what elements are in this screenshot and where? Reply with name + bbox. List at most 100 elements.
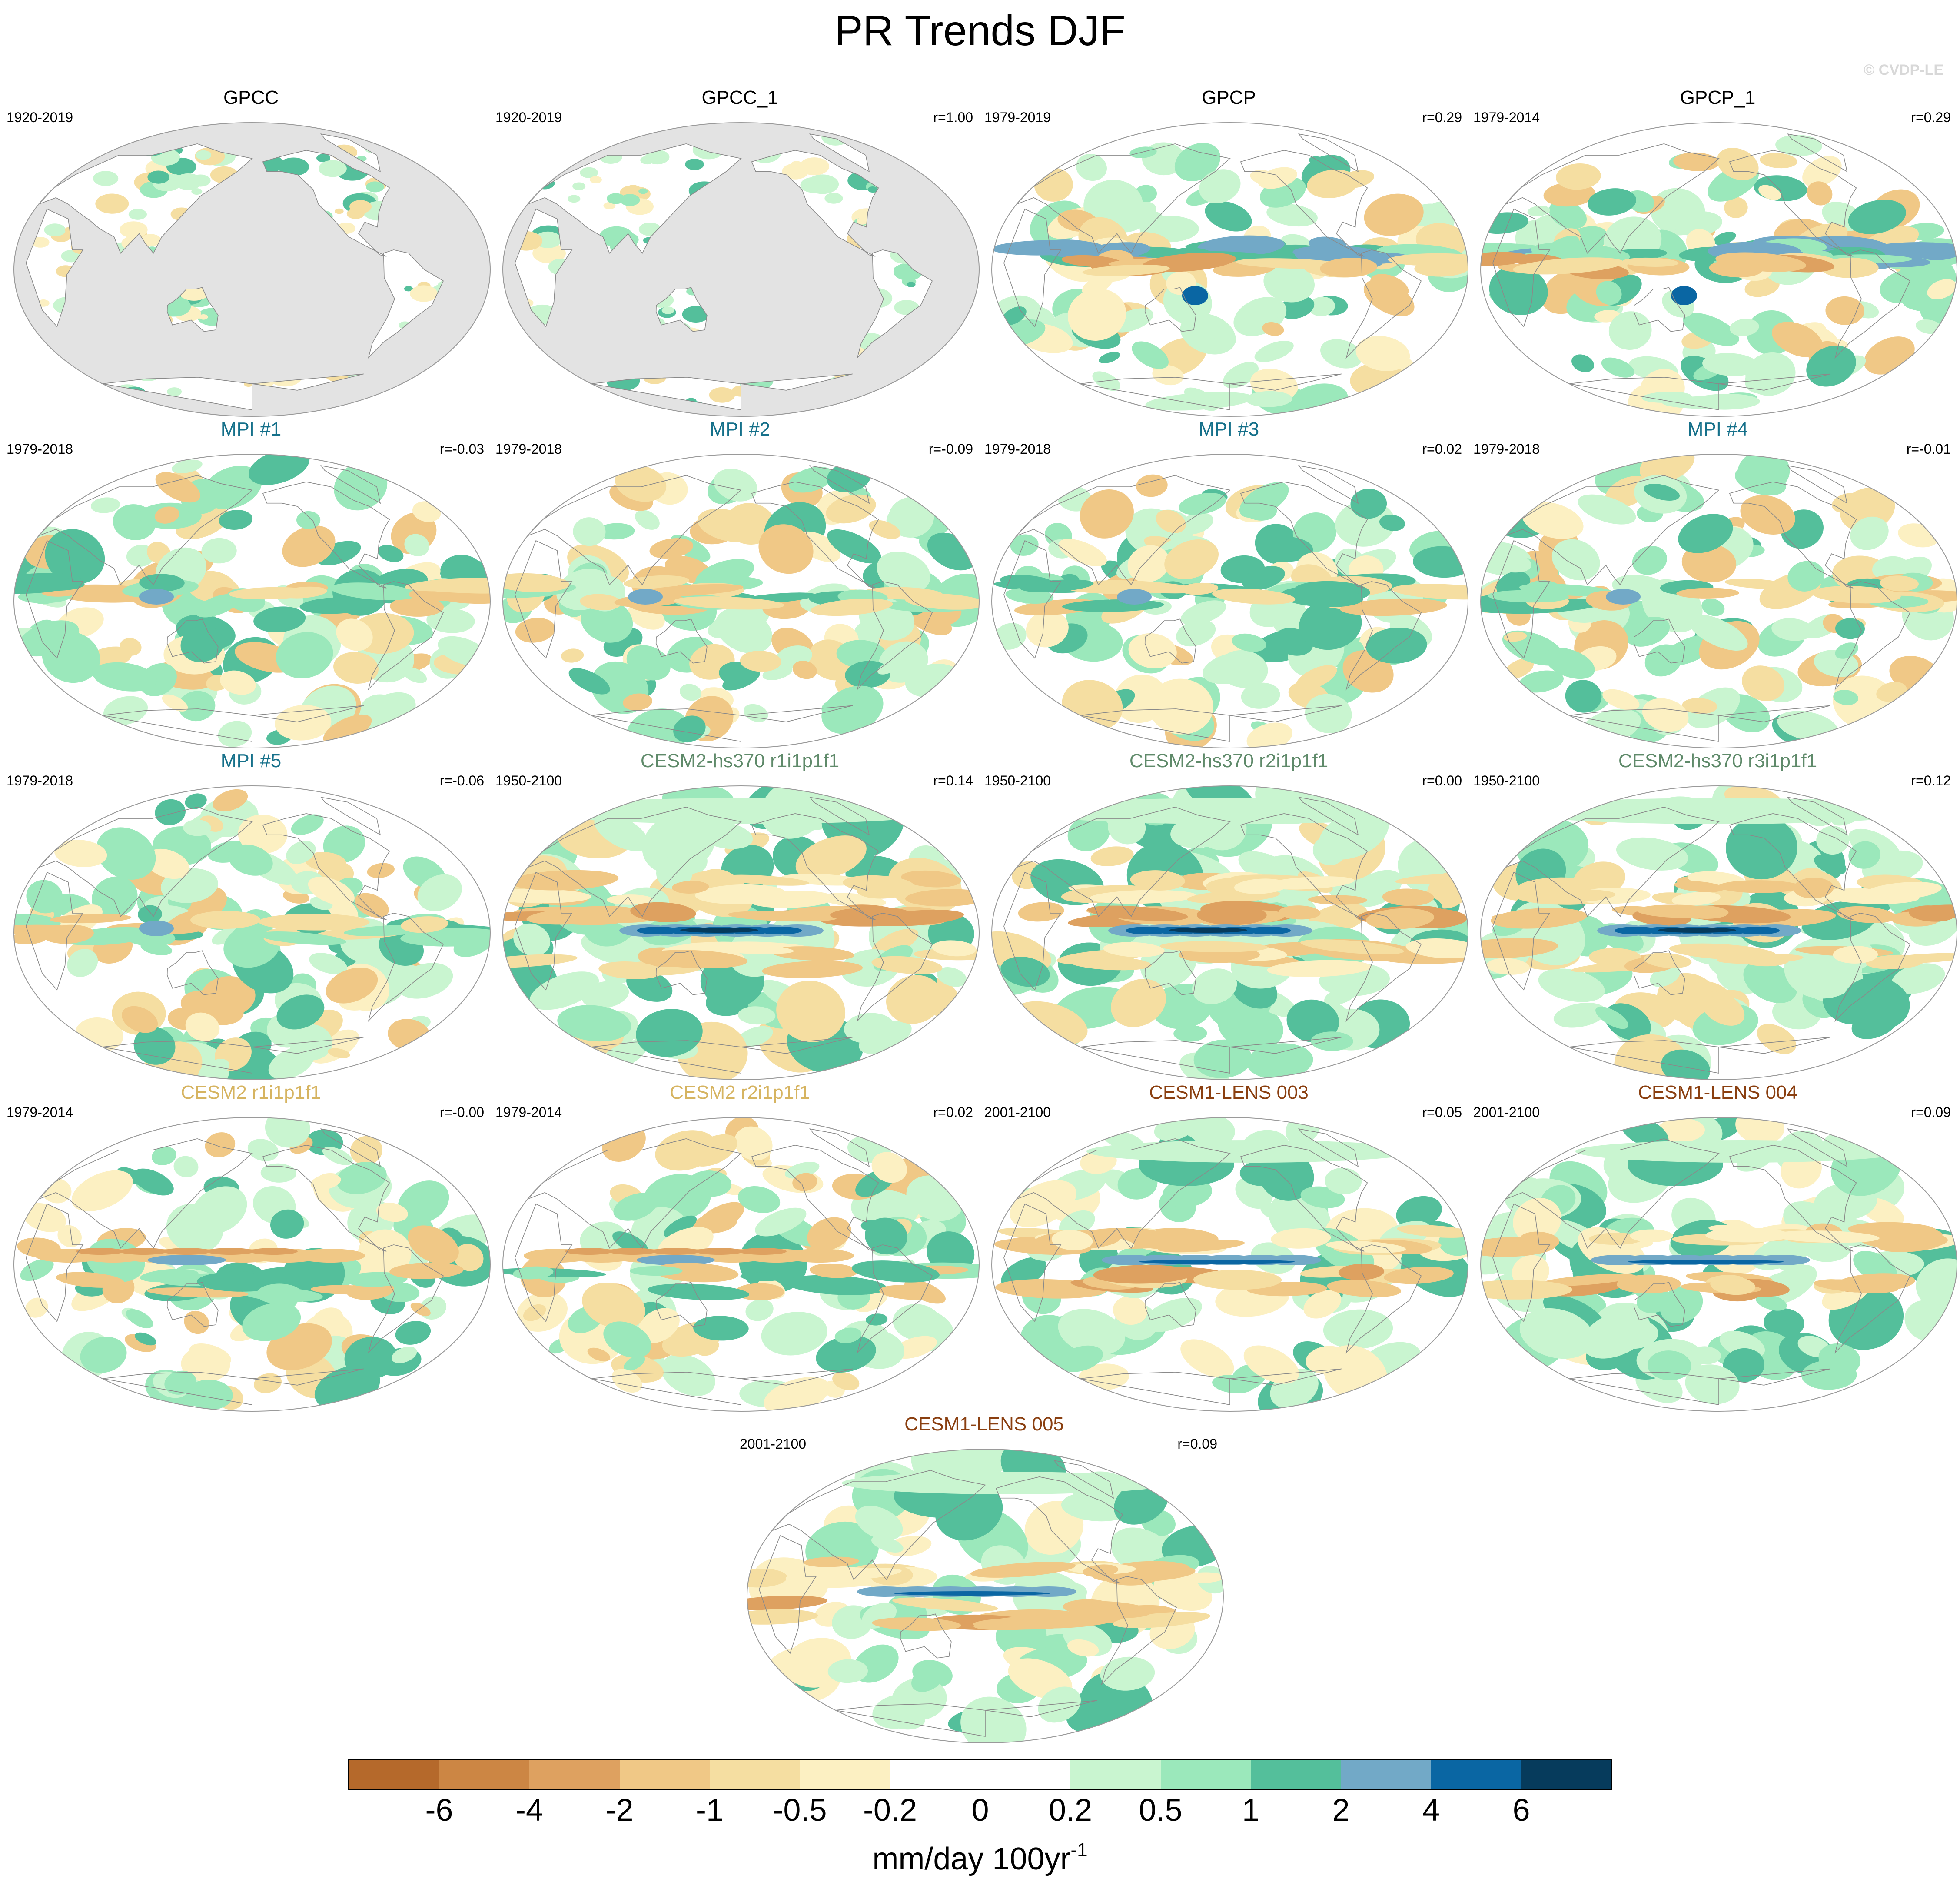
trend-blob: [1814, 854, 1847, 875]
trend-blob: [827, 1659, 868, 1683]
coastline: [262, 813, 390, 920]
trend-blob: [451, 158, 472, 170]
trend-blob: [260, 1163, 296, 1183]
trend-blob: [1630, 1229, 1673, 1242]
coastline: [655, 287, 708, 332]
trend-blob: [795, 835, 867, 880]
trend-blob: [1327, 1280, 1402, 1297]
trend-blob: [26, 134, 30, 140]
trend-blob: [525, 161, 544, 173]
coastline: [368, 913, 444, 1022]
trend-blob: [637, 927, 680, 934]
trend-blob: [1303, 1290, 1342, 1319]
panel-period: 1950-2100: [495, 773, 562, 788]
trend-blob: [664, 1215, 697, 1238]
trend-blob: [1152, 365, 1184, 386]
panel-correlation: r=-0.01: [1906, 441, 1951, 457]
map-panel: MPI #3 1979-2018 r=0.02: [984, 416, 1473, 748]
trend-blob: [155, 472, 200, 503]
trend-blob: [90, 404, 102, 410]
trend-blob: [1080, 489, 1134, 539]
map-panel: CESM1-LENS 003 2001-2100 r=0.05: [984, 1080, 1473, 1412]
coastline: [1633, 1282, 1685, 1327]
coastline: [320, 465, 381, 504]
trend-blob: [1724, 197, 1748, 218]
trend-blob: [535, 390, 561, 406]
trend-blob: [560, 398, 569, 404]
trend-blob: [366, 181, 384, 193]
coastline: [655, 950, 708, 995]
coastline: [1729, 481, 1857, 589]
trend-blob: [1513, 257, 1624, 275]
coastline: [1505, 143, 1720, 254]
trend-blob: [462, 122, 491, 132]
trend-blob: [184, 1310, 209, 1334]
coastline: [1729, 150, 1857, 257]
trend-blob: [973, 1615, 1080, 1630]
trend-blob: [1553, 1002, 1606, 1028]
trend-blob: [521, 122, 532, 129]
trend-blob: [402, 667, 427, 683]
trend-blob: [911, 1665, 944, 1692]
trend-blob: [20, 1259, 54, 1281]
coastline: [835, 1703, 986, 1737]
trend-blob: [1772, 1230, 1880, 1243]
coastline: [1345, 913, 1422, 1022]
trend-blob: [740, 1272, 783, 1281]
trend-field: [1481, 786, 1957, 1080]
trend-blob: [526, 906, 638, 925]
trend-blob: [1755, 1294, 1787, 1311]
colorbar-swatch: [1341, 1760, 1431, 1789]
coastline: [1633, 950, 1685, 995]
trend-blob: [1681, 543, 1737, 583]
coastline: [900, 1613, 952, 1659]
trend-blob: [199, 314, 208, 320]
panel-period: 1979-2018: [984, 441, 1051, 457]
coastline: [751, 1144, 879, 1252]
coastline: [1834, 913, 1911, 1022]
trend-blob: [529, 971, 599, 1010]
colorbar-swatch: [1521, 1760, 1611, 1789]
trend-blob: [1806, 346, 1856, 387]
trend-blob: [1701, 991, 1745, 1026]
trend-blob: [454, 155, 464, 161]
trend-blob: [344, 1337, 397, 1380]
panel-correlation: r=0.02: [1422, 441, 1462, 457]
trend-blob: [728, 911, 837, 922]
trend-blob: [840, 404, 864, 410]
trend-blob: [569, 395, 594, 409]
trend-blob: [20, 122, 32, 128]
coastline: [1345, 249, 1422, 359]
trend-blob: [308, 877, 355, 906]
trend-blob: [1918, 243, 1957, 260]
coastline: [741, 373, 853, 391]
trend-blob: [857, 879, 914, 899]
trend-blob: [1243, 308, 1279, 323]
trend-blob: [598, 961, 662, 979]
trend-blob: [1129, 146, 1157, 158]
coastline: [102, 1040, 252, 1074]
trend-blob: [1771, 618, 1813, 641]
trend-blob: [636, 1009, 703, 1057]
trend-blob: [1736, 927, 1780, 934]
trend-blob: [26, 134, 53, 136]
trend-blob: [1300, 939, 1404, 955]
trend-blob: [626, 645, 671, 681]
trend-blob: [1850, 516, 1889, 550]
trend-blob: [349, 200, 372, 213]
trend-blob: [43, 924, 94, 944]
trend-blob: [869, 520, 901, 539]
map-outline: [991, 1117, 1468, 1412]
trend-blob: [680, 684, 701, 701]
coastline: [1298, 797, 1359, 836]
trend-blob: [473, 170, 492, 183]
trend-blob: [1807, 181, 1833, 206]
coastline: [751, 813, 879, 920]
trend-blob: [276, 632, 333, 678]
trend-blob: [167, 387, 182, 396]
trend-blob: [743, 704, 768, 722]
trend-blob: [1292, 246, 1382, 261]
panel-correlation: r=0.29: [1911, 110, 1951, 125]
trend-blob: [1093, 1265, 1193, 1284]
trend-blob: [959, 356, 980, 368]
